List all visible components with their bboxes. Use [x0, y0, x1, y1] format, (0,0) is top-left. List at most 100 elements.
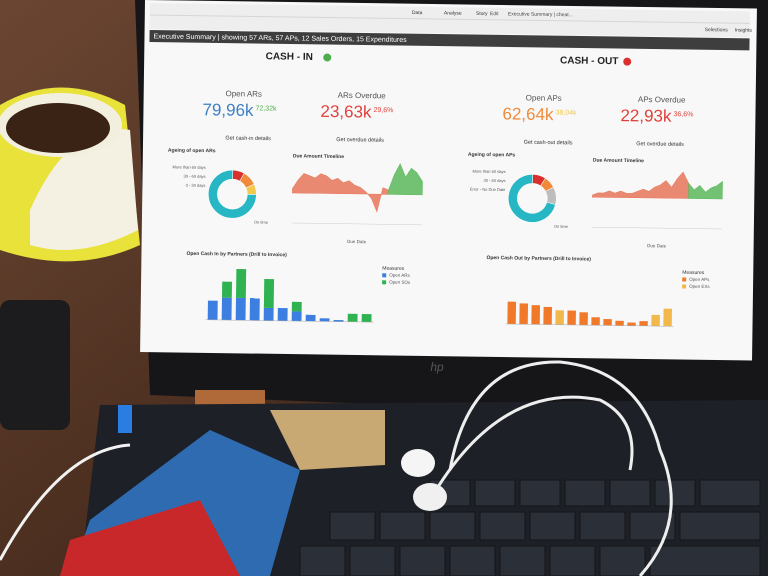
bar[interactable] — [221, 281, 233, 298]
mug-label — [30, 129, 138, 250]
bar[interactable] — [361, 313, 372, 323]
details-link[interactable]: Get overdue details — [336, 137, 384, 144]
earphone-cable — [428, 395, 634, 501]
chart-title: Open Cash Out by Partners (Drill to Invo… — [486, 255, 591, 262]
kpi-label: Open APs — [526, 93, 562, 103]
bar[interactable] — [603, 318, 612, 326]
timeline-axis — [291, 222, 422, 226]
dashboard: Edit Executive Summary | cheat... Select… — [149, 3, 753, 327]
chart-title: Ageing of open APs — [468, 152, 516, 159]
bar[interactable] — [579, 312, 588, 326]
kpi-label: APs Overdue — [638, 95, 686, 105]
bar[interactable] — [507, 301, 517, 325]
banner-text: Executive Summary | showing 57 ARs, 57 A… — [153, 33, 407, 44]
sheet-name[interactable]: Executive Summary | cheat... — [508, 11, 573, 18]
bar[interactable] — [305, 314, 316, 322]
phone — [0, 300, 70, 430]
bar[interactable] — [627, 322, 636, 326]
chart-title: Due Amount Timeline — [293, 153, 344, 160]
kpi-value: 23,63k — [320, 102, 372, 122]
bar[interactable] — [333, 319, 344, 322]
chocolate-wrapper — [60, 500, 240, 576]
bar[interactable] — [531, 305, 541, 325]
panel-title: CASH - IN — [266, 51, 313, 63]
bar[interactable] — [291, 311, 302, 322]
legend-label: Open ARs — [389, 273, 410, 278]
selections-button[interactable]: Selections — [705, 27, 729, 33]
tea — [6, 103, 110, 153]
bar-axis — [205, 319, 374, 323]
mug — [0, 87, 140, 262]
donut-label: On time — [554, 224, 569, 229]
bar[interactable] — [277, 308, 288, 321]
hinge — [195, 390, 265, 408]
bar[interactable] — [235, 297, 246, 321]
kpi-value: 62,64k — [502, 104, 554, 124]
donut-segment — [508, 174, 556, 223]
keys — [299, 479, 761, 576]
bar[interactable] — [543, 306, 552, 325]
bar-axis — [505, 323, 674, 327]
kpi-label: ARs Overdue — [338, 91, 387, 101]
bar[interactable] — [263, 279, 275, 308]
timeline-area — [388, 163, 423, 196]
details-link[interactable]: Get overdue details — [636, 141, 684, 148]
bar[interactable] — [235, 269, 247, 298]
tab[interactable]: Story — [476, 11, 488, 17]
app-bar — [149, 3, 750, 38]
axis-title: Due Date — [347, 239, 367, 244]
donut-label: More than 60 days — [173, 164, 206, 169]
earbud — [413, 483, 447, 511]
bar[interactable] — [291, 301, 302, 312]
logo-mark: hp — [430, 360, 444, 374]
bar[interactable] — [263, 307, 274, 321]
bar[interactable] — [319, 318, 330, 322]
bar[interactable] — [567, 310, 576, 325]
screen — [140, 0, 757, 361]
kpi-value: 79,96k — [202, 100, 254, 120]
kpi-sub: 72,32k — [255, 105, 277, 112]
legend-swatch — [682, 284, 687, 289]
bar[interactable] — [663, 308, 672, 327]
bar[interactable] — [555, 310, 564, 325]
details-link[interactable]: Get cash-in details — [225, 136, 271, 143]
panel-title: CASH - OUT — [560, 55, 618, 67]
legend-label: Open APs — [689, 277, 710, 282]
kpi-value: 22,93k — [620, 106, 672, 126]
donut-label: More than 60 days — [473, 169, 506, 174]
bar[interactable] — [207, 300, 218, 320]
bar[interactable] — [347, 313, 358, 322]
timeline-area — [688, 180, 723, 200]
kpi-sub: 36,6% — [673, 111, 693, 118]
kpi-sub: 38,04k — [555, 110, 577, 117]
sheet-name[interactable]: Edit — [490, 11, 499, 17]
timeline-axis — [591, 226, 722, 230]
bar[interactable] — [651, 314, 660, 327]
timeline-area — [592, 171, 689, 199]
donut-segment — [208, 169, 257, 219]
legend-swatch — [682, 277, 687, 282]
legend-label: Open SOs — [389, 280, 411, 285]
bar[interactable] — [591, 317, 600, 326]
tab[interactable]: Analyse — [444, 10, 462, 16]
bar[interactable] — [615, 320, 624, 326]
wafer — [270, 410, 385, 470]
donut-label: On time — [254, 220, 269, 225]
timeline-area — [292, 173, 389, 213]
bar[interactable] — [249, 298, 260, 321]
bar[interactable] — [519, 303, 529, 325]
donut-label: 0 - 30 days — [186, 183, 206, 188]
legend-title: Measures — [382, 266, 405, 272]
insights-button[interactable]: Insights — [735, 27, 753, 33]
kpi-label: Open ARs — [225, 89, 262, 99]
bar[interactable] — [639, 321, 648, 326]
details-link[interactable]: Get cash-out details — [524, 140, 573, 147]
bar[interactable] — [221, 297, 232, 321]
tab[interactable]: Data — [412, 10, 423, 16]
title-icon — [323, 53, 332, 62]
chart-title: Ageing of open ARs — [168, 148, 216, 155]
donut-label: 30 - 60 days — [184, 174, 206, 179]
